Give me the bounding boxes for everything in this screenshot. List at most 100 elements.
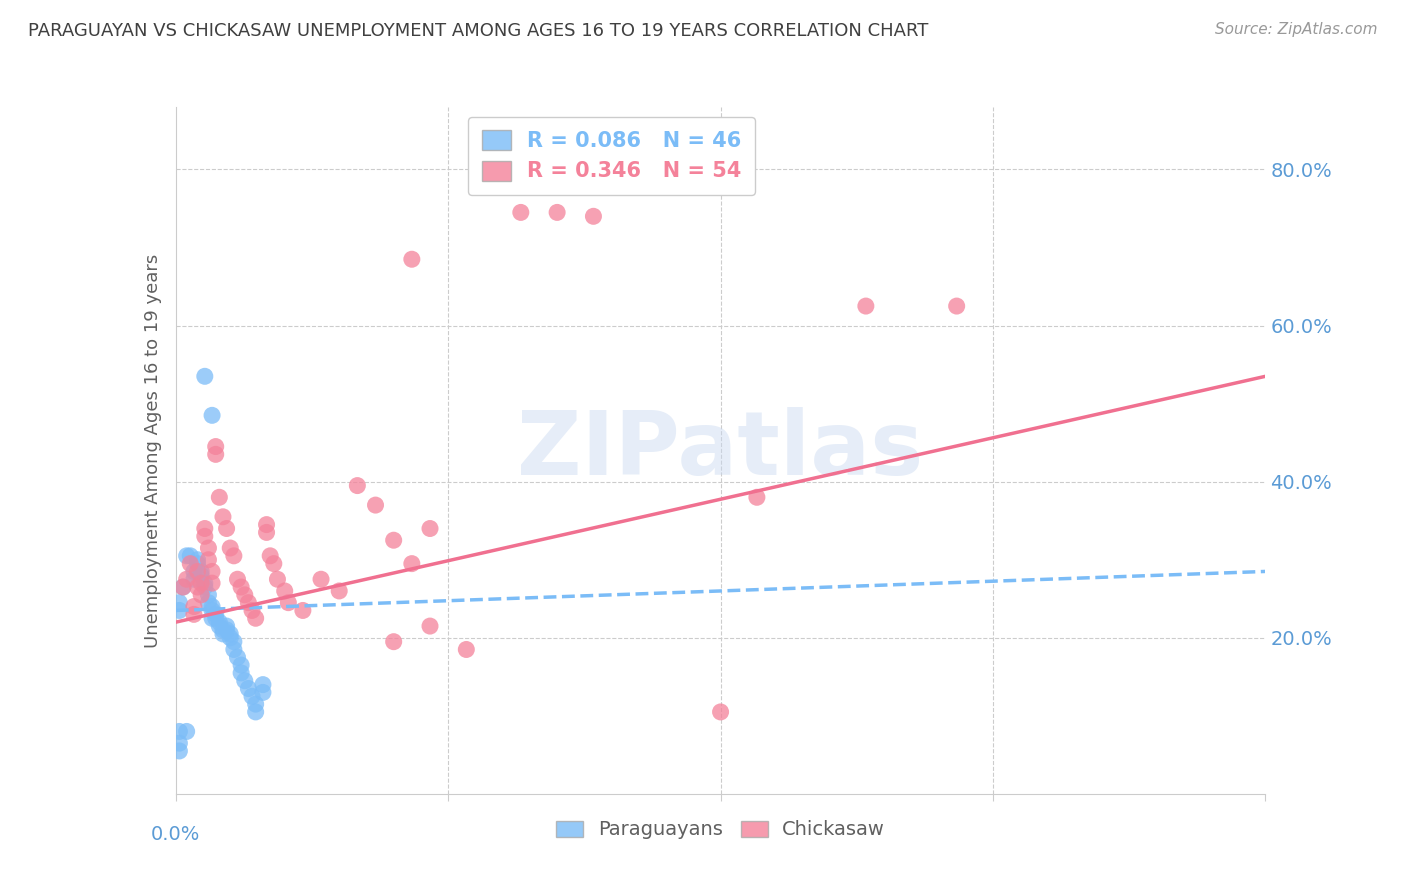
Point	[194, 576, 217, 591]
Point	[382, 634, 405, 648]
Point	[204, 611, 226, 625]
Point	[208, 615, 231, 630]
Text: ZIPatlas: ZIPatlas	[517, 407, 924, 494]
Point	[212, 623, 235, 637]
Point	[179, 549, 201, 563]
Point	[855, 299, 877, 313]
Point	[266, 572, 288, 586]
Point	[252, 685, 274, 699]
Point	[201, 599, 224, 614]
Point	[190, 588, 212, 602]
Point	[183, 599, 205, 614]
Point	[215, 619, 238, 633]
Point	[328, 583, 350, 598]
Point	[240, 603, 263, 617]
Point	[245, 697, 267, 711]
Point	[190, 565, 212, 579]
Point	[245, 705, 267, 719]
Point	[274, 583, 297, 598]
Point	[546, 205, 568, 219]
Point	[419, 619, 441, 633]
Point	[176, 549, 198, 563]
Point	[194, 521, 217, 535]
Point	[186, 552, 209, 567]
Point	[201, 409, 224, 423]
Point	[169, 596, 191, 610]
Point	[233, 673, 256, 688]
Point	[364, 498, 387, 512]
Point	[172, 580, 194, 594]
Point	[194, 580, 217, 594]
Point	[186, 565, 209, 579]
Point	[401, 252, 423, 267]
Point	[259, 549, 281, 563]
Point	[710, 705, 733, 719]
Point	[401, 557, 423, 571]
Point	[169, 736, 191, 750]
Point	[509, 205, 531, 219]
Point	[263, 557, 285, 571]
Point	[197, 596, 219, 610]
Point	[231, 665, 253, 680]
Point	[186, 580, 209, 594]
Text: PARAGUAYAN VS CHICKASAW UNEMPLOYMENT AMONG AGES 16 TO 19 YEARS CORRELATION CHART: PARAGUAYAN VS CHICKASAW UNEMPLOYMENT AMO…	[28, 22, 928, 40]
Point	[582, 209, 605, 223]
Point	[169, 744, 191, 758]
Point	[222, 642, 245, 657]
Point	[172, 580, 194, 594]
Point	[456, 642, 478, 657]
Point	[745, 490, 768, 504]
Point	[231, 580, 253, 594]
Point	[215, 623, 238, 637]
Point	[201, 576, 224, 591]
Point	[197, 541, 219, 555]
Point	[186, 557, 209, 571]
Point	[226, 572, 249, 586]
Point	[208, 490, 231, 504]
Point	[215, 521, 238, 535]
Point	[245, 611, 267, 625]
Point	[197, 588, 219, 602]
Point	[201, 611, 224, 625]
Point	[197, 552, 219, 567]
Point	[240, 690, 263, 704]
Point	[382, 533, 405, 548]
Point	[309, 572, 332, 586]
Point	[256, 525, 278, 540]
Point	[219, 631, 242, 645]
Point	[238, 681, 260, 696]
Point	[190, 568, 212, 582]
Point	[183, 565, 205, 579]
Point	[945, 299, 967, 313]
Point	[179, 557, 201, 571]
Point	[219, 541, 242, 555]
Point	[256, 517, 278, 532]
Point	[231, 658, 253, 673]
Point	[204, 447, 226, 461]
Point	[201, 603, 224, 617]
Legend: Paraguayans, Chickasaw: Paraguayans, Chickasaw	[548, 814, 893, 847]
Point	[222, 549, 245, 563]
Point	[291, 603, 314, 617]
Point	[226, 650, 249, 665]
Point	[212, 509, 235, 524]
Point	[201, 565, 224, 579]
Point	[212, 627, 235, 641]
Point	[194, 369, 217, 384]
Point	[238, 596, 260, 610]
Point	[346, 478, 368, 492]
Point	[176, 724, 198, 739]
Point	[233, 588, 256, 602]
Point	[169, 603, 191, 617]
Point	[176, 572, 198, 586]
Point	[169, 724, 191, 739]
Text: 0.0%: 0.0%	[150, 825, 201, 844]
Point	[183, 607, 205, 622]
Point	[222, 634, 245, 648]
Point	[194, 529, 217, 543]
Point	[208, 619, 231, 633]
Point	[204, 440, 226, 454]
Y-axis label: Unemployment Among Ages 16 to 19 years: Unemployment Among Ages 16 to 19 years	[143, 253, 162, 648]
Point	[204, 607, 226, 622]
Point	[219, 627, 242, 641]
